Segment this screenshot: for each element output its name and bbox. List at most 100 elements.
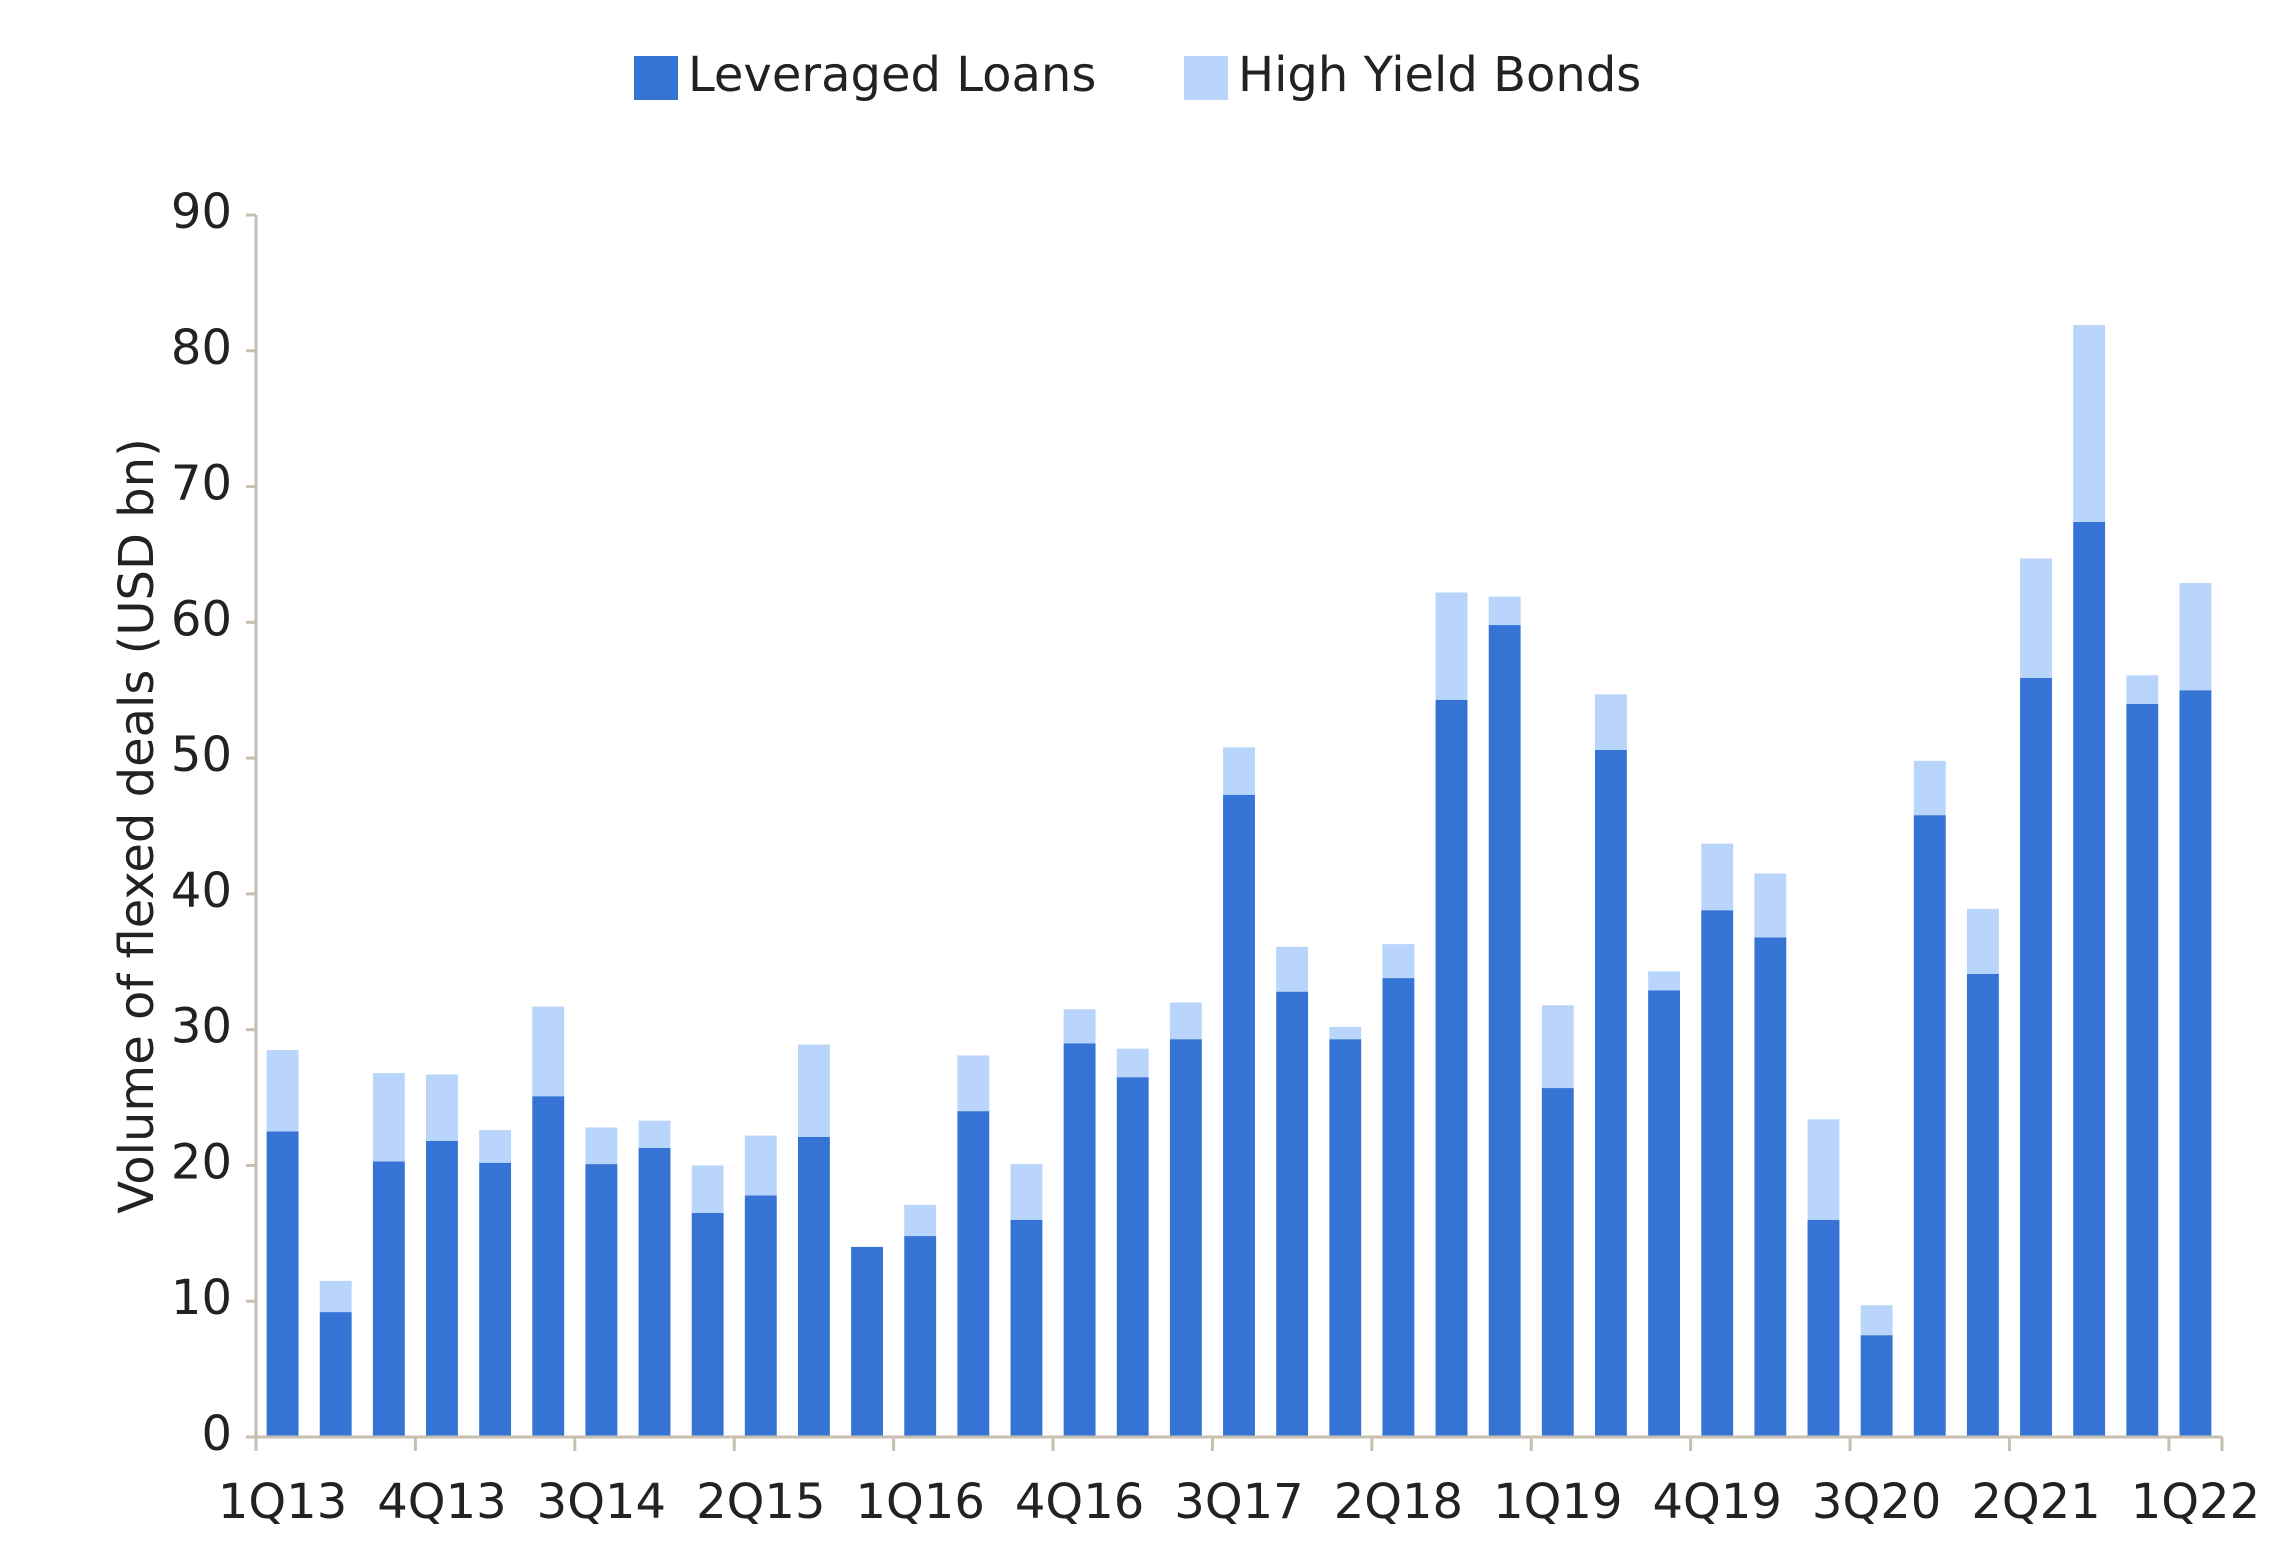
bar-segment bbox=[1966, 973, 1999, 1437]
bar-segment bbox=[957, 1055, 990, 1112]
y-tick-label: 30 bbox=[171, 999, 232, 1055]
bar-segment bbox=[1595, 749, 1627, 1437]
bar-segment bbox=[1754, 873, 1787, 938]
x-tick-label: 4Q19 bbox=[1653, 1474, 1782, 1530]
y-tick-label: 90 bbox=[171, 184, 232, 240]
bar-segment bbox=[1754, 937, 1787, 1437]
bar-segment bbox=[2179, 582, 2212, 691]
bar-segment bbox=[426, 1074, 458, 1142]
bar-segment bbox=[1860, 1335, 1893, 1437]
bar-segment bbox=[957, 1111, 990, 1437]
x-tick-label: 4Q16 bbox=[1015, 1474, 1144, 1530]
bar-segment bbox=[1913, 760, 1946, 816]
bar-segment bbox=[1329, 1026, 1362, 1040]
x-tick-label: 2Q21 bbox=[1971, 1474, 2100, 1530]
bar-segment bbox=[638, 1147, 671, 1437]
bar-segment bbox=[744, 1195, 777, 1437]
legend-label: High Yield Bonds bbox=[1238, 47, 1641, 103]
y-tick-label: 60 bbox=[171, 591, 232, 647]
x-tick-label: 1Q16 bbox=[855, 1474, 984, 1530]
y-tick-label: 50 bbox=[171, 727, 232, 783]
bar-segment bbox=[744, 1135, 777, 1196]
bar-segment bbox=[532, 1006, 565, 1097]
bar-segment bbox=[1116, 1077, 1149, 1437]
bar-segment bbox=[585, 1164, 618, 1437]
x-tick-label: 4Q13 bbox=[377, 1474, 506, 1530]
bar-segment bbox=[1010, 1164, 1043, 1220]
bar-segment bbox=[2020, 558, 2052, 679]
bar-segment bbox=[2179, 690, 2212, 1437]
bar-segment bbox=[1223, 794, 1255, 1437]
bar-segment bbox=[2073, 521, 2106, 1437]
bar-segment bbox=[2126, 675, 2159, 704]
bar-segment bbox=[1595, 694, 1627, 750]
bar-segment bbox=[1382, 978, 1415, 1437]
x-tick-label: 1Q19 bbox=[1493, 1474, 1622, 1530]
bar-segment bbox=[1701, 910, 1734, 1437]
bar-segment bbox=[1913, 815, 1946, 1437]
bar-segment bbox=[1169, 1002, 1202, 1040]
legend-swatch bbox=[1184, 56, 1228, 100]
bar-segment bbox=[1807, 1119, 1840, 1220]
bar-segment bbox=[1063, 1043, 1096, 1437]
bar-segment bbox=[797, 1136, 830, 1437]
bar-segment bbox=[1382, 944, 1415, 979]
bar-segment bbox=[638, 1120, 671, 1148]
x-tick-label: 3Q14 bbox=[537, 1474, 666, 1530]
bar-segment bbox=[1488, 596, 1521, 626]
bar-segment bbox=[904, 1204, 937, 1237]
y-tick-label: 80 bbox=[171, 320, 232, 376]
bar-segment bbox=[2020, 678, 2052, 1437]
bar-segment bbox=[1648, 990, 1681, 1437]
y-axis-title: Volume of flexed deals (USD bn) bbox=[109, 438, 165, 1214]
bar-segment bbox=[1435, 592, 1468, 700]
bar-segment bbox=[2126, 703, 2159, 1437]
bar-segment bbox=[1010, 1219, 1043, 1437]
bar-segment bbox=[479, 1162, 512, 1437]
bar-segment bbox=[266, 1131, 299, 1437]
bar-segment bbox=[691, 1165, 724, 1213]
bar-segment bbox=[1701, 843, 1734, 911]
y-tick-label: 10 bbox=[171, 1270, 232, 1326]
bar-segment bbox=[851, 1246, 883, 1437]
y-tick-label: 20 bbox=[171, 1134, 232, 1190]
bar-segment bbox=[1223, 747, 1255, 795]
x-tick-label: 1Q22 bbox=[2131, 1474, 2260, 1530]
bar-segment bbox=[1860, 1305, 1893, 1336]
bar-segment bbox=[319, 1312, 352, 1437]
bar-segment bbox=[1541, 1005, 1574, 1089]
bar-segment bbox=[426, 1141, 458, 1437]
bar-segment bbox=[1488, 625, 1521, 1437]
bar-segment bbox=[1648, 971, 1681, 991]
bar-segment bbox=[372, 1073, 405, 1162]
bar-segment bbox=[1541, 1088, 1574, 1437]
y-tick-label: 0 bbox=[201, 1406, 232, 1462]
bar-segment bbox=[2073, 324, 2106, 522]
bar-segment bbox=[479, 1130, 512, 1163]
bar-segment bbox=[1063, 1009, 1096, 1044]
x-tick-label: 3Q17 bbox=[1174, 1474, 1303, 1530]
legend-swatch bbox=[634, 56, 678, 100]
bar-segment bbox=[797, 1044, 830, 1137]
bar-segment bbox=[532, 1096, 565, 1437]
bar-segment bbox=[372, 1161, 405, 1437]
legend-label: Leveraged Loans bbox=[688, 47, 1096, 103]
bar-segment bbox=[1807, 1219, 1840, 1437]
y-tick-label: 40 bbox=[171, 863, 232, 919]
x-tick-label: 1Q13 bbox=[218, 1474, 347, 1530]
bar-segment bbox=[904, 1236, 937, 1437]
x-tick-label: 3Q20 bbox=[1812, 1474, 1941, 1530]
bar-segment bbox=[319, 1280, 352, 1313]
bar-segment bbox=[1329, 1039, 1362, 1437]
bar-segment bbox=[691, 1212, 724, 1437]
x-tick-label: 2Q18 bbox=[1334, 1474, 1463, 1530]
bar-segment bbox=[266, 1050, 299, 1132]
bar-segment bbox=[1276, 946, 1309, 992]
bar-segment bbox=[1435, 699, 1468, 1437]
bar-segment bbox=[1966, 908, 1999, 974]
bar-segment bbox=[585, 1127, 618, 1165]
bar-segment bbox=[1169, 1039, 1202, 1437]
bar-segment bbox=[1276, 991, 1309, 1437]
